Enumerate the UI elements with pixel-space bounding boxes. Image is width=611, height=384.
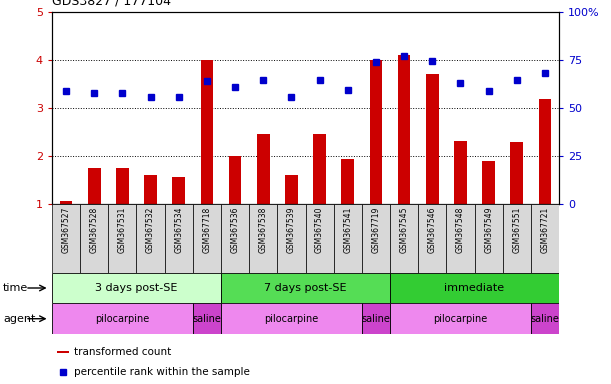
Bar (390, 303, 531, 334)
Bar (57, 351, 69, 353)
Bar (200, 60, 213, 204)
Text: GSM367531: GSM367531 (118, 207, 127, 253)
Bar (52, 303, 193, 334)
Bar (390, 204, 418, 273)
Text: GDS3827 / 177104: GDS3827 / 177104 (52, 0, 171, 8)
Bar (229, 156, 241, 204)
Text: immediate: immediate (444, 283, 505, 293)
Bar (454, 141, 467, 204)
Bar (221, 273, 390, 303)
Text: pilocarpine: pilocarpine (433, 314, 488, 324)
Bar (370, 61, 382, 204)
Text: GSM367548: GSM367548 (456, 207, 465, 253)
Bar (277, 204, 306, 273)
Text: GSM367541: GSM367541 (343, 207, 353, 253)
Bar (362, 204, 390, 273)
Bar (531, 204, 559, 273)
Bar (362, 303, 390, 334)
Bar (144, 175, 157, 204)
Text: saline: saline (362, 314, 390, 324)
Bar (257, 134, 269, 204)
Text: GSM367549: GSM367549 (484, 207, 493, 253)
Bar (342, 159, 354, 204)
Text: GSM367718: GSM367718 (202, 207, 211, 253)
Text: GSM367532: GSM367532 (146, 207, 155, 253)
Text: GSM367528: GSM367528 (90, 207, 99, 253)
Text: GSM367721: GSM367721 (541, 207, 549, 253)
Text: GSM367534: GSM367534 (174, 207, 183, 253)
Text: 7 days post-SE: 7 days post-SE (264, 283, 347, 293)
Bar (426, 74, 439, 204)
Bar (193, 204, 221, 273)
Bar (88, 167, 101, 204)
Bar (447, 204, 475, 273)
Bar (108, 204, 136, 273)
Bar (306, 204, 334, 273)
Bar (52, 204, 80, 273)
Bar (539, 99, 551, 204)
Text: GSM367719: GSM367719 (371, 207, 381, 253)
Text: saline: saline (530, 314, 560, 324)
Text: transformed count: transformed count (75, 346, 172, 357)
Bar (531, 303, 559, 334)
Bar (285, 175, 298, 204)
Bar (482, 161, 495, 204)
Bar (313, 134, 326, 204)
Text: GSM367540: GSM367540 (315, 207, 324, 253)
Text: GSM367551: GSM367551 (512, 207, 521, 253)
Bar (221, 303, 362, 334)
Bar (334, 204, 362, 273)
Text: percentile rank within the sample: percentile rank within the sample (75, 366, 250, 377)
Text: GSM367546: GSM367546 (428, 207, 437, 253)
Bar (510, 142, 523, 204)
Bar (52, 273, 221, 303)
Bar (116, 167, 129, 204)
Bar (221, 204, 249, 273)
Bar (172, 177, 185, 204)
Bar (80, 204, 108, 273)
Bar (398, 55, 411, 204)
Bar (164, 204, 193, 273)
Text: GSM367539: GSM367539 (287, 207, 296, 253)
Text: agent: agent (3, 314, 35, 324)
Bar (193, 303, 221, 334)
Text: GSM367538: GSM367538 (258, 207, 268, 253)
Text: time: time (3, 283, 28, 293)
Bar (475, 204, 503, 273)
Bar (418, 204, 447, 273)
Bar (503, 204, 531, 273)
Text: 3 days post-SE: 3 days post-SE (95, 283, 178, 293)
Bar (60, 201, 72, 204)
Bar (136, 204, 164, 273)
Text: GSM367545: GSM367545 (400, 207, 409, 253)
Text: GSM367527: GSM367527 (62, 207, 70, 253)
Text: saline: saline (192, 314, 221, 324)
Text: pilocarpine: pilocarpine (95, 314, 150, 324)
Text: GSM367536: GSM367536 (230, 207, 240, 253)
Bar (390, 273, 559, 303)
Text: pilocarpine: pilocarpine (265, 314, 318, 324)
Bar (249, 204, 277, 273)
